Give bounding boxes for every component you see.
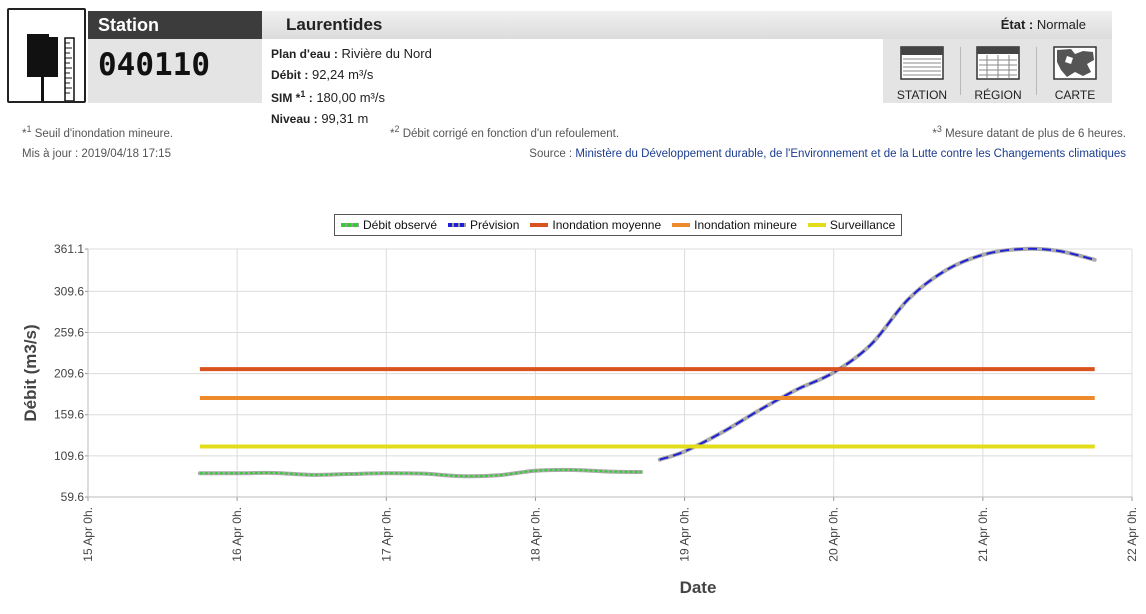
map-button-label: CARTE [1054,88,1096,102]
station-number: 040110 [88,39,262,103]
legend-item-surveillance[interactable]: Surveillance [807,218,896,232]
plan-value: Rivière du Nord [341,46,432,61]
map-button[interactable]: CARTE [1045,45,1105,102]
sim-colon: : [305,91,313,105]
legend-swatch [448,223,467,227]
legend-item-forecast[interactable]: Prévision [448,218,519,232]
station-button-label: STATION [896,88,948,102]
y-tick-label: 59.6 [61,490,85,504]
legend-item-observed[interactable]: Débit observé [341,218,437,232]
chart-legend: Débit observé Prévision Inondation moyen… [334,214,903,236]
station-button[interactable]: STATION [892,45,952,102]
info-plan: Plan d'eau : Rivière du Nord [271,44,432,65]
nav-buttons: STATION RÉGION CARTE [883,39,1112,103]
legend-item-moyenne[interactable]: Inondation moyenne [530,218,661,232]
station-logo [7,8,86,103]
source-link[interactable]: Ministère du Développement durable, de l… [575,148,1126,160]
x-tick-label: 16 Apr 0h. [230,507,244,562]
debit-value: 92,24 m³/s [311,66,374,82]
note-1-text: Seuil d'inondation mineure. [34,127,174,140]
note-2: *2 Débit corrigé en fonction d'un refoul… [390,124,620,140]
series-observed-halo [197,467,644,479]
legend-label: Inondation mineure [694,218,797,232]
station-label: Station [88,11,262,39]
legend-label: Surveillance [829,218,896,232]
source: Source : Ministère du Développement dura… [529,148,1126,160]
niveau-value: 99,31 m [321,110,369,126]
grid-icon [976,46,1020,80]
table-icon [900,46,944,80]
note-3: *3 Mesure datant de plus de 6 heures. [932,124,1126,140]
status-text: État : Normale [1001,11,1086,39]
y-tick-label: 209.6 [54,367,84,381]
etat-label: État : [1000,17,1034,32]
y-tick-label: 361.1 [54,242,84,256]
source-label: Source : [529,148,573,160]
note-2-text: Débit corrigé en fonction d'un refouleme… [402,127,620,140]
update-timestamp: Mis à jour : 2019/04/18 17:15 [22,148,171,160]
legend-swatch [530,223,549,227]
legend-swatch [807,223,826,227]
nav-divider [1036,47,1037,95]
note-1-sup: 1 [26,124,32,134]
y-tick-label: 309.6 [54,284,84,298]
note-3-sup: 3 [936,124,942,134]
series-forecast [659,247,1095,461]
legend-label: Inondation moyenne [552,218,662,232]
region-button[interactable]: RÉGION [968,45,1028,102]
flow-chart: 59.6 109.6 159.6 209.6 259.6 309.6 361.1 15 Apr… [21,242,1139,597]
legend-label: Débit observé [363,218,438,232]
gauge-icon [27,34,75,102]
sim-sup: 1 [300,89,306,99]
niveau-label: Niveau : [271,111,318,126]
note-2-sup: 2 [394,124,400,134]
region-button-label: RÉGION [974,88,1022,102]
y-axis-title: Débit (m3/s) [21,324,40,421]
nav-divider [960,47,961,95]
info-sim: SIM *1 : 180,00 m³/s [271,85,432,109]
x-tick-label: 20 Apr 0h. [827,507,841,562]
x-tick-label: 15 Apr 0h. [81,507,95,562]
debit-label: Débit : [271,67,309,82]
y-tick-label: 159.6 [54,408,84,422]
note-3-text: Mesure datant de plus de 6 heures. [945,127,1126,140]
map-icon [1053,46,1097,80]
legend-swatch [672,223,691,227]
y-tick-label: 259.6 [54,325,84,339]
station-info: Plan d'eau : Rivière du Nord Débit : 92,… [271,44,432,129]
sim-value: 180,00 m³/s [316,90,385,105]
note-1: *1 Seuil d'inondation mineure. [22,124,174,140]
etat-value: Normale [1036,17,1086,32]
region-bar: Laurentides État : Normale [262,11,1112,39]
legend-swatch [341,223,359,227]
x-tick-label: 19 Apr 0h. [678,507,692,562]
sim-label: SIM * [271,91,301,105]
legend-label: Prévision [470,218,520,232]
series-forecast-halo [657,246,1097,462]
region-name: Laurentides [286,15,383,34]
info-niveau: Niveau : 99,31 m [271,109,432,130]
plan-label: Plan d'eau : [271,47,338,61]
x-tick-label: 17 Apr 0h. [379,507,393,562]
y-tick-label: 109.6 [54,449,84,463]
x-tick-label: 22 Apr 0h. [1125,507,1139,562]
x-tick-label: 21 Apr 0h. [976,507,990,562]
x-axis-title: Date [680,578,717,597]
x-tick-label: 18 Apr 0h. [528,507,542,562]
legend-item-mineure[interactable]: Inondation mineure [672,218,797,232]
info-debit: Débit : 92,24 m³/s [271,65,432,86]
